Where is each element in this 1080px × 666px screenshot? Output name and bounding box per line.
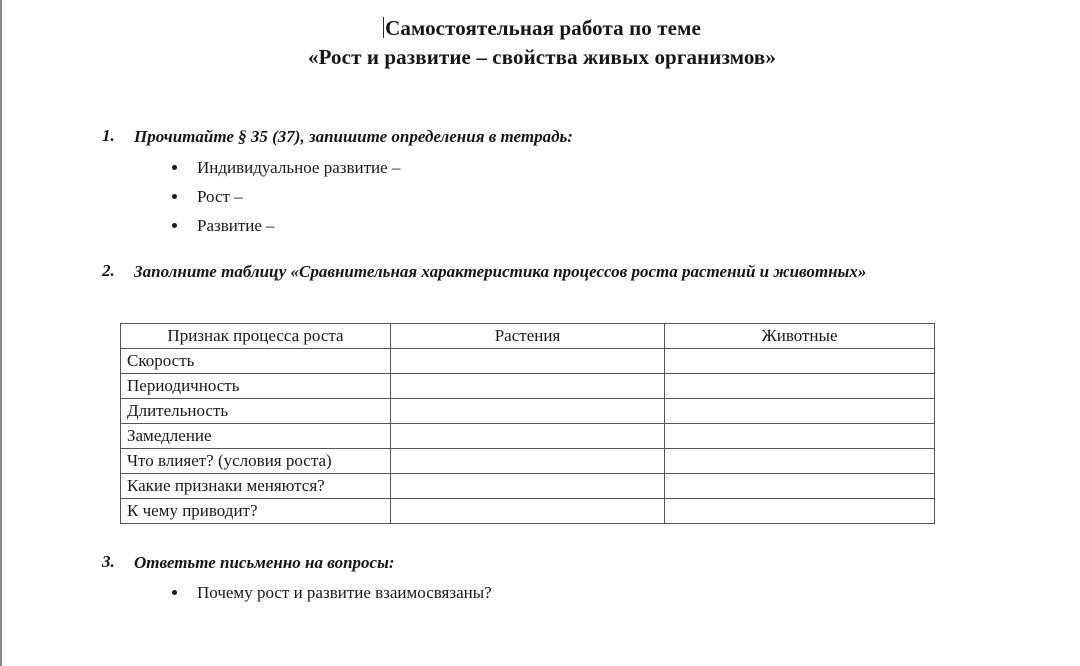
title-line-2: «Рост и развитие – свойства живых органи…: [308, 45, 776, 69]
table-cell-plants[interactable]: [390, 448, 665, 474]
task-item-2: 2. Заполните таблицу «Сравнительная хара…: [102, 259, 932, 285]
table-cell-label: Длительность: [120, 398, 391, 424]
table-cell-animals[interactable]: [664, 448, 935, 474]
list-item: Индивидуальное развитие –: [170, 153, 400, 182]
task-item-1-text: Прочитайте § 35 (37), запишите определен…: [134, 127, 573, 146]
growth-comparison-table: Признак процесса роста Растения Животные…: [120, 323, 935, 524]
table-header-animals: Животные: [664, 323, 935, 349]
list-item-label: Развитие –: [197, 216, 275, 235]
title-line-1: Самостоятельная работа по теме: [2, 14, 1080, 43]
task-item-2-number: 2.: [102, 261, 115, 280]
task-item-3-text: Ответьте письменно на вопросы:: [134, 553, 395, 572]
table-cell-animals[interactable]: [664, 373, 935, 399]
table-row: Длительность: [120, 398, 935, 424]
task-item-2-text: Заполните таблицу «Сравнительная характе…: [134, 262, 867, 281]
table-header-feature: Признак процесса роста: [120, 323, 391, 349]
list-item-label: Почему рост и развитие взаимосвязаны?: [197, 583, 492, 602]
table-cell-plants[interactable]: [390, 498, 665, 524]
table-row: Какие признаки меняются?: [120, 473, 935, 499]
list-item-label: Рост –: [197, 187, 243, 206]
list-item: Развитие –: [170, 211, 400, 240]
task-item-1-number: 1.: [102, 126, 115, 145]
table-cell-plants[interactable]: [390, 348, 665, 374]
table-cell-animals[interactable]: [664, 498, 935, 524]
table-cell-animals[interactable]: [664, 348, 935, 374]
list-item: Рост –: [170, 182, 400, 211]
table-cell-label: Замедление: [120, 423, 391, 449]
table-cell-label: Какие признаки меняются?: [120, 473, 391, 499]
text-caret: [383, 17, 385, 38]
table-cell-plants[interactable]: [390, 423, 665, 449]
task-item-3: 3. Ответьте письменно на вопросы:: [102, 550, 802, 576]
table-row: Скорость: [120, 348, 935, 374]
task-item-1-bullets: Индивидуальное развитие – Рост – Развити…: [170, 153, 400, 240]
table-row: Замедление: [120, 423, 935, 449]
table-cell-label: Скорость: [120, 348, 391, 374]
list-item: Почему рост и развитие взаимосвязаны?: [170, 578, 492, 607]
table-cell-animals[interactable]: [664, 398, 935, 424]
table-row: К чему приводит?: [120, 498, 935, 524]
bullet-icon: [172, 165, 177, 170]
document-title: Самостоятельная работа по теме «Рост и р…: [2, 14, 1080, 72]
table-cell-plants[interactable]: [390, 473, 665, 499]
table-cell-label: К чему приводит?: [120, 498, 391, 524]
task-item-1: 1. Прочитайте § 35 (37), запишите опреде…: [102, 124, 802, 150]
list-item-label: Индивидуальное развитие –: [197, 158, 401, 177]
bullet-icon: [172, 223, 177, 228]
table-cell-animals[interactable]: [664, 423, 935, 449]
table-cell-label: Что влияет? (условия роста): [120, 448, 391, 474]
table-row: Периодичность: [120, 373, 935, 399]
table-header-row: Признак процесса роста Растения Животные: [120, 323, 935, 349]
task-item-3-bullets: Почему рост и развитие взаимосвязаны?: [170, 578, 492, 607]
table-row: Что влияет? (условия роста): [120, 448, 935, 474]
table-cell-plants[interactable]: [390, 398, 665, 424]
bullet-icon: [172, 194, 177, 199]
table-cell-animals[interactable]: [664, 473, 935, 499]
table-cell-plants[interactable]: [390, 373, 665, 399]
task-item-3-number: 3.: [102, 552, 115, 571]
table-cell-label: Периодичность: [120, 373, 391, 399]
table-header-plants: Растения: [390, 323, 665, 349]
bullet-icon: [172, 590, 177, 595]
title-line-1-text: Самостоятельная работа по теме: [385, 16, 701, 40]
